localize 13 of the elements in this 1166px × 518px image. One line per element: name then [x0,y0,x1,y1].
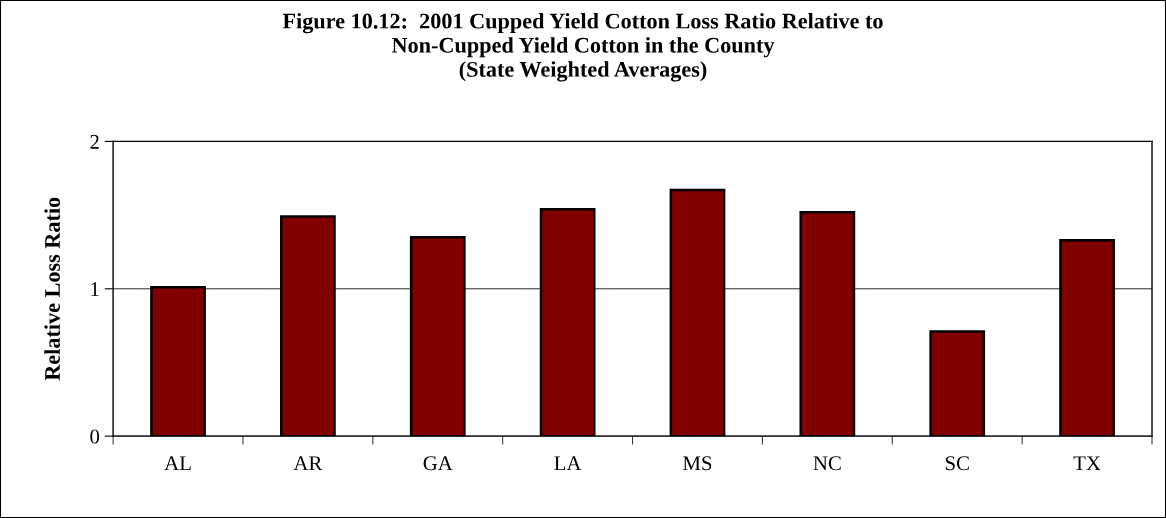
y-tick-label: 1 [91,282,99,297]
x-tick-label: MS [683,456,712,471]
x-tick-label: SC [945,456,969,471]
chart-title: Figure 10.12: 2001 Cupped Yield Cotton Loss Ratio Relative to Non-Cupped Yield Cotton in the County (State Weighted Averages) [282,12,883,82]
x-tick-label: NC [813,456,841,471]
x-tick-label: AR [293,456,323,471]
x-tick-label: AL [164,456,191,471]
x-tick-label: TX [1073,456,1101,471]
x-tick-label: LA [554,456,582,471]
x-tick-label: GA [423,456,453,471]
y-tick-label: 0 [90,429,100,444]
y-axis-title: Relative Loss Ratio [44,197,60,381]
y-tick-label: 2 [90,134,99,149]
